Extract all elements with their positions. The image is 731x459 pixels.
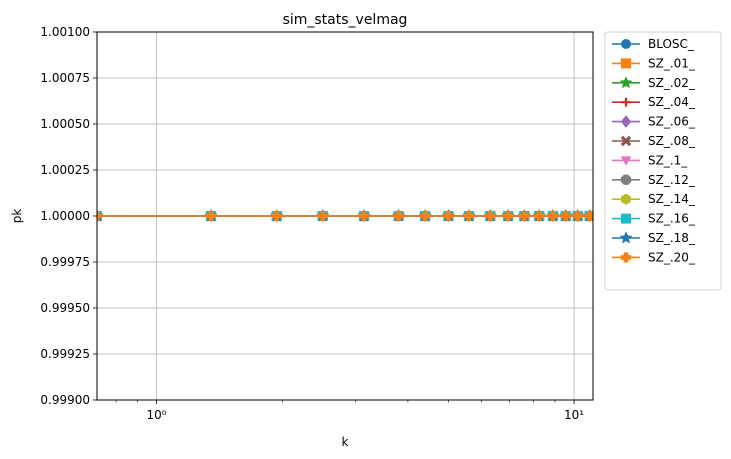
data-point	[485, 211, 496, 221]
data-point	[584, 211, 593, 221]
x-tick-label: 10¹	[564, 408, 584, 422]
legend-entry: SZ_.04_	[612, 95, 696, 109]
legend-entry: SZ_.20_	[612, 250, 696, 264]
legend-entry: SZ_.14_	[612, 192, 696, 206]
axis-ticks: 0.99900 0.99925 0.99950 0.99975 1.00000 1.000…	[40, 25, 584, 422]
y-tick-label: 0.99925	[40, 347, 90, 361]
data-point	[560, 211, 571, 221]
data-point	[503, 211, 514, 221]
legend-entry: SZ_.1_	[612, 153, 688, 167]
legend-label: SZ_.18_	[648, 231, 696, 245]
legend-entry: SZ_.18_	[612, 231, 696, 245]
legend-label: SZ_.16_	[648, 212, 696, 226]
y-axis-label: pk	[10, 209, 24, 224]
legend-label: SZ_.12_	[648, 173, 696, 187]
legend-entry: SZ_.08_	[612, 134, 696, 148]
x-axis-label: k	[342, 435, 349, 449]
legend-marker	[621, 58, 631, 69]
series-sz-20	[97, 211, 593, 221]
plot-area	[97, 209, 593, 223]
data-point	[393, 211, 404, 221]
y-tick-label: 0.99975	[40, 255, 90, 269]
legend-marker	[621, 213, 631, 224]
data-point	[317, 211, 328, 221]
data-point	[359, 211, 370, 221]
y-tick-label: 1.00050	[40, 117, 90, 131]
data-point	[443, 211, 454, 221]
legend-label: SZ_.20_	[648, 250, 696, 264]
legend-marker	[619, 231, 633, 244]
legend-marker	[620, 174, 632, 185]
legend-label: SZ_.06_	[648, 115, 696, 129]
y-tick-label: 1.00025	[40, 163, 90, 177]
data-point	[205, 211, 216, 221]
data-point	[519, 211, 530, 221]
legend-label: SZ_.1_	[648, 153, 688, 167]
y-tick-label: 1.00000	[40, 209, 90, 223]
legend-entry: SZ_.12_	[612, 173, 696, 187]
axes-frame	[96, 31, 594, 401]
legend-label: SZ_.14_	[648, 192, 696, 206]
legend-entry: SZ_.06_	[612, 115, 696, 129]
legend-label: BLOSC_	[648, 37, 695, 51]
legend-box	[604, 31, 722, 291]
y-tick-label: 0.99950	[40, 301, 90, 315]
legend-marker	[620, 156, 632, 166]
y-tick-label: 1.00075	[40, 71, 90, 85]
legend-entry: BLOSC_	[612, 37, 695, 51]
y-tick-label: 0.99900	[40, 393, 90, 407]
data-point	[534, 211, 545, 221]
data-point	[572, 211, 583, 221]
legend-marker	[621, 39, 631, 49]
data-point	[547, 211, 558, 221]
legend-label: SZ_.04_	[648, 95, 696, 109]
legend-marker	[619, 75, 633, 89]
legend-marker	[621, 252, 631, 263]
legend: BLOSC_ SZ_.01_ SZ_.02_ SZ_.04_ SZ_.06_ SZ_.08…	[604, 31, 722, 291]
legend-entry: SZ_.02_	[612, 76, 696, 90]
legend-entry: SZ_.16_	[612, 212, 696, 226]
legend-label: SZ_.08_	[648, 134, 696, 148]
legend-marker	[621, 97, 631, 107]
legend-label: SZ_.02_	[648, 76, 696, 90]
data-point	[271, 211, 282, 221]
chart-title: sim_stats_velmag	[283, 12, 408, 28]
data-point	[420, 211, 431, 221]
legend-marker	[620, 115, 632, 128]
data-point	[97, 211, 102, 221]
legend-label: SZ_.01_	[648, 56, 696, 70]
x-tick-label: 10⁰	[147, 408, 167, 422]
legend-marker	[621, 193, 631, 205]
data-point	[463, 211, 474, 221]
legend-entry: SZ_.01_	[612, 56, 696, 70]
legend-marker	[620, 135, 632, 147]
y-tick-label: 1.00100	[40, 25, 90, 39]
